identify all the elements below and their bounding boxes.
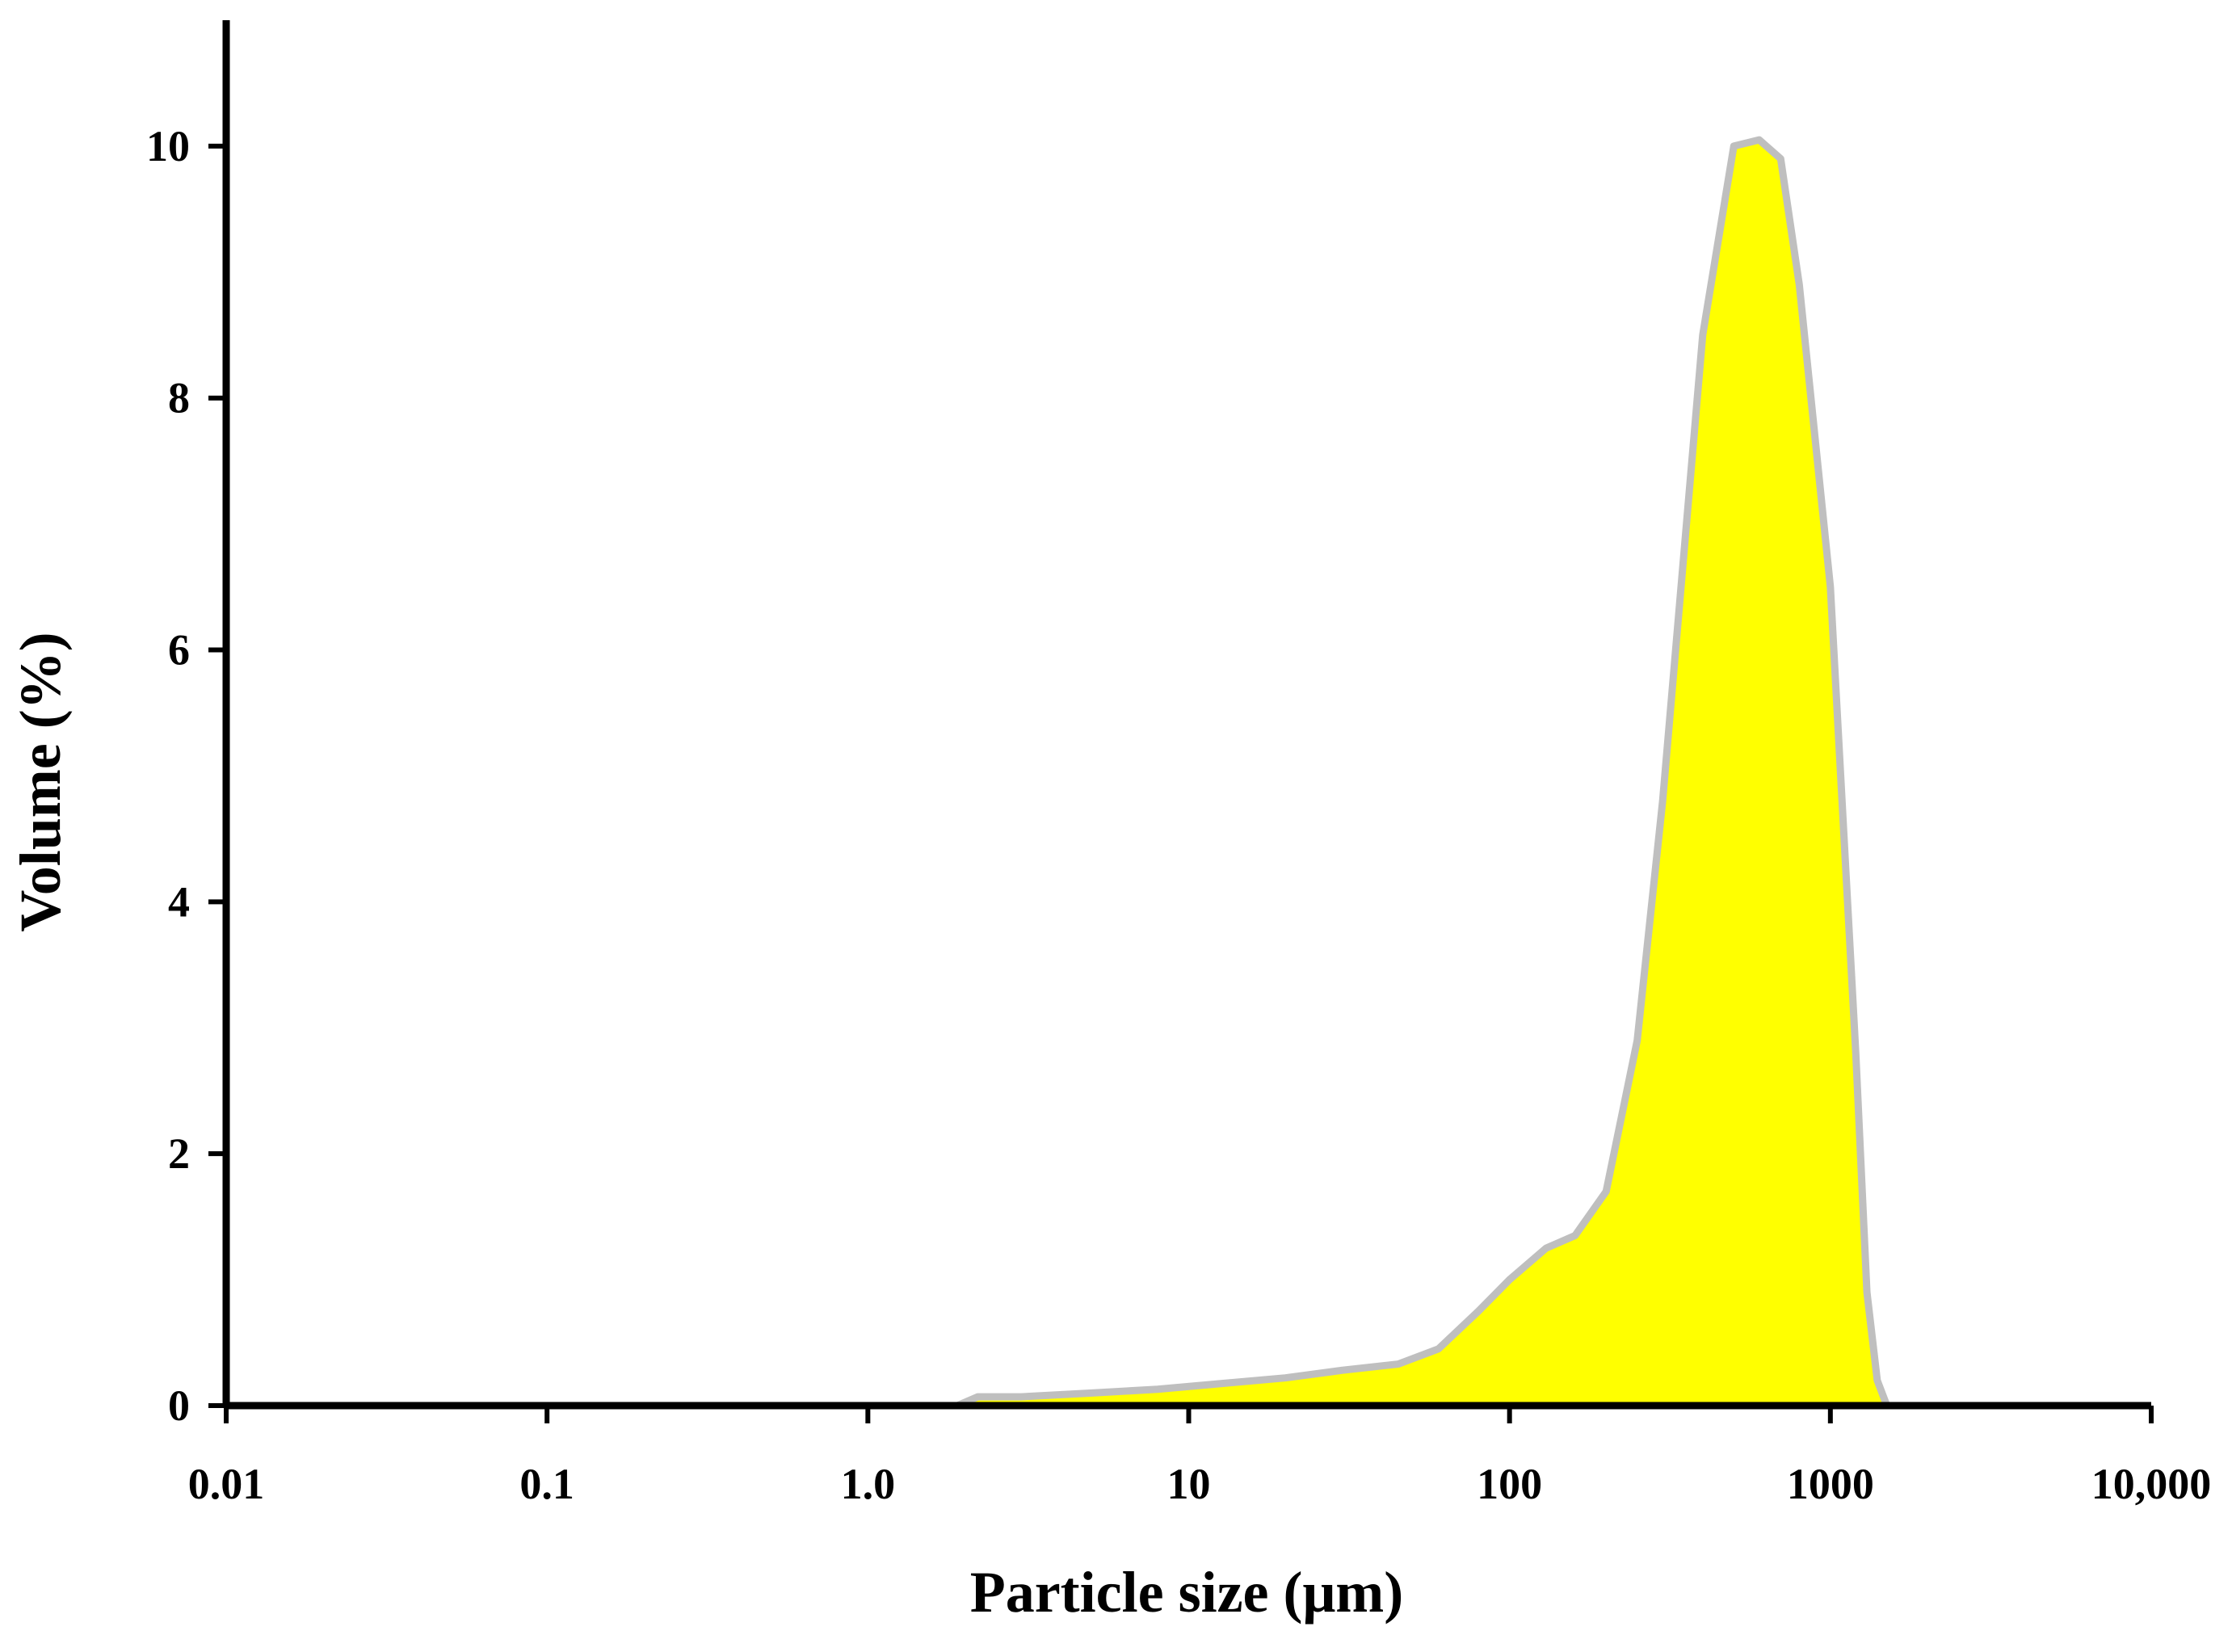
series-layer <box>282 136 2017 1410</box>
x-tick-label: 0.1 <box>519 1460 574 1508</box>
x-tick-label: 1000 <box>1787 1460 1874 1508</box>
x-tick-label: 10 <box>1167 1460 1211 1508</box>
y-tick-label: 8 <box>168 374 190 422</box>
x-axis-title: Particle size (μm) <box>970 1560 1404 1625</box>
y-tick-label: 0 <box>168 1381 190 1430</box>
y-tick-label: 6 <box>168 626 190 675</box>
x-tick-label: 0.01 <box>188 1460 265 1508</box>
ticks-layer: 0.01 0.1 1.0 10 100 1000 10,000 0 2 4 6 8 10 <box>146 122 2211 1508</box>
x-tick-label: 1.0 <box>841 1460 896 1508</box>
x-tick-label: 10,000 <box>2091 1460 2212 1508</box>
y-tick-label: 10 <box>146 122 190 170</box>
y-tick-label: 2 <box>168 1129 190 1178</box>
x-tick-label: 100 <box>1477 1460 1542 1508</box>
series-line <box>282 136 2017 1410</box>
area-fill <box>282 140 2017 1406</box>
y-tick-label: 4 <box>168 877 190 926</box>
y-axis-title: Volume (%) <box>8 632 73 931</box>
